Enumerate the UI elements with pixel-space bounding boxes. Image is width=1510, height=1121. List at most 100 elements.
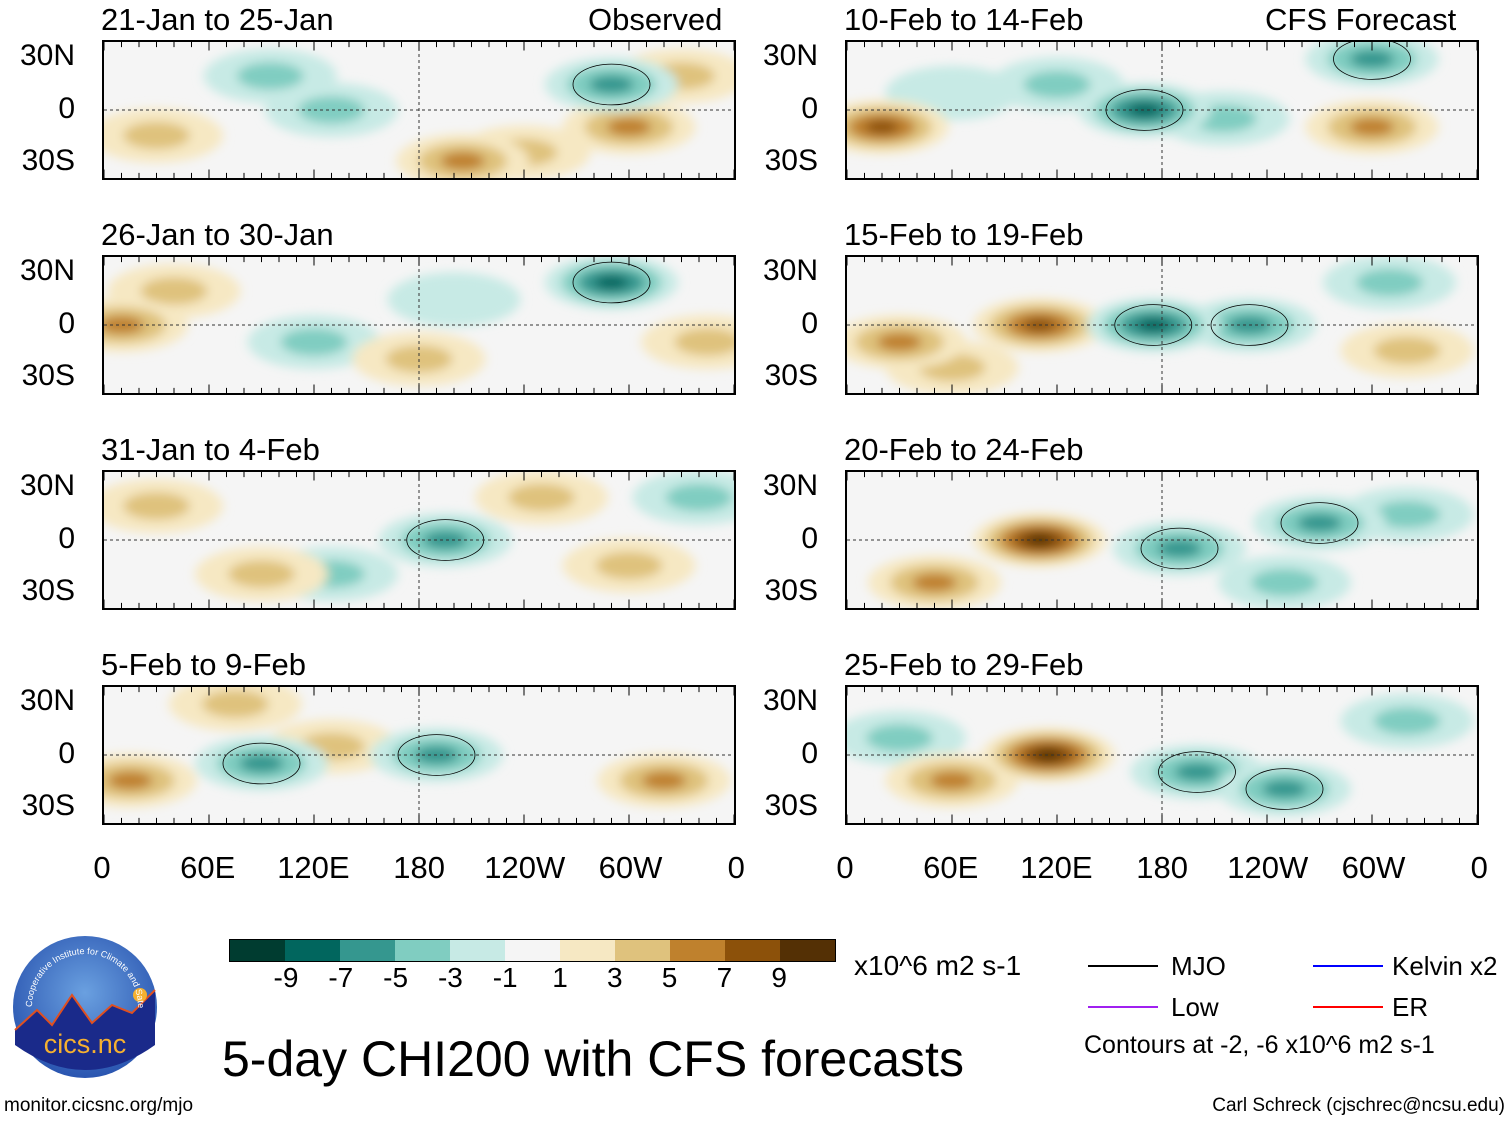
colorbar-swatch: [505, 940, 560, 961]
x-tick-label: 60E: [180, 850, 236, 885]
panel-title: 31-Jan to 4-Feb: [101, 432, 320, 467]
y-tick-label: 30S: [764, 359, 818, 392]
colorbar-label: -7: [328, 962, 354, 993]
colorbar-swatch: [340, 940, 395, 961]
x-tick-label: 120E: [1020, 850, 1093, 885]
anomaly-mark: [123, 492, 190, 520]
legend-low-line: [1088, 1006, 1158, 1008]
mjo-contour: [1281, 503, 1358, 544]
anomaly-mark: [866, 724, 933, 752]
anomaly-mark: [1251, 568, 1318, 597]
mjo-contour: [1246, 769, 1323, 810]
anomaly-mark: [508, 483, 575, 512]
anomaly-mark: [298, 96, 365, 124]
anomaly-mark: [202, 690, 269, 718]
colorbar-swatch: [230, 940, 285, 961]
anomaly-mark: [123, 121, 190, 150]
y-tick-label: 30N: [19, 254, 75, 287]
anomaly-mark: [387, 272, 521, 327]
legend-er-line: [1313, 1006, 1383, 1008]
legend-mjo-line: [1088, 965, 1158, 967]
forecast-label: CFS Forecast: [1265, 2, 1457, 37]
mjo-contour: [223, 743, 300, 784]
y-tick-label: 0: [58, 737, 75, 770]
colorbar-label: 5: [661, 962, 678, 993]
anomaly-mark: [641, 771, 687, 790]
anomaly-mark: [1349, 49, 1395, 69]
y-tick-label: 30N: [19, 684, 75, 717]
map-panel: [102, 685, 736, 825]
legend-er: ER: [1392, 992, 1429, 1022]
x-tick-label: 120W: [1227, 850, 1309, 885]
anomaly-mark: [674, 328, 734, 356]
y-tick-label: 30S: [764, 574, 818, 607]
anomaly-mark: [423, 530, 468, 550]
anomaly-mark: [929, 771, 975, 790]
legend-low: Low: [1171, 992, 1219, 1022]
y-tick-label: 30S: [764, 144, 818, 177]
colorbar-label: 1: [552, 962, 568, 993]
colorbar-label: -1: [492, 962, 518, 993]
y-tick-label: 0: [801, 522, 818, 555]
x-tick-label: 60E: [923, 850, 979, 885]
cics-logo: Cooperative Institute for Climate and Sa…: [9, 927, 158, 1079]
anomaly-mark: [1373, 336, 1441, 365]
anomaly-mark: [1157, 539, 1202, 558]
colorbar-label: 9: [771, 962, 787, 993]
observed-label: Observed: [588, 2, 723, 37]
y-tick-label: 0: [801, 307, 818, 340]
anomaly-mark: [237, 62, 304, 90]
x-tick-label: 60W: [1341, 850, 1406, 885]
y-tick-label: 30N: [762, 469, 818, 502]
anomaly-mark: [440, 151, 485, 171]
colorbar-swatch: [725, 940, 780, 961]
anomaly-mark: [1349, 117, 1395, 137]
y-tick-label: 0: [801, 92, 818, 125]
anomaly-mark: [1034, 749, 1062, 761]
colorbar-label: 7: [716, 962, 733, 993]
y-tick-label: 30N: [19, 39, 75, 72]
figure-title: 5-day CHI200 with CFS forecasts: [222, 1031, 964, 1087]
x-tick-label: 180: [1136, 850, 1188, 885]
x-tick-label: 120W: [484, 850, 566, 885]
panel-title: 25-Feb to 29-Feb: [844, 647, 1084, 682]
colorbar-swatch: [450, 940, 505, 961]
anomaly-mark: [108, 771, 153, 790]
anomaly-mark: [1356, 268, 1423, 297]
colorbar-label: -9: [273, 962, 299, 993]
colorbar-label: 3: [607, 962, 623, 993]
mjo-contour: [573, 262, 650, 303]
anomaly-mark: [1262, 779, 1307, 799]
panel-title: 10-Feb to 14-Feb: [844, 2, 1084, 37]
x-tick-label: 0: [1470, 850, 1488, 885]
y-tick-label: 30S: [764, 789, 818, 822]
footer-url[interactable]: monitor.cicsnc.org/mjo: [4, 1095, 194, 1116]
anomaly-mark: [228, 560, 295, 588]
colorbar-swatch: [560, 940, 615, 961]
mjo-contour: [1159, 752, 1236, 793]
legend-mjo: MJO: [1171, 951, 1226, 981]
anomaly-mark: [1373, 707, 1441, 735]
anomaly-mark: [239, 754, 284, 773]
y-tick-label: 0: [58, 92, 75, 125]
anomaly-mark: [1373, 500, 1441, 529]
y-tick-label: 30S: [21, 144, 75, 177]
legend-kelvin-line: [1313, 965, 1383, 967]
y-tick-label: 0: [58, 307, 75, 340]
map-panel: [845, 470, 1479, 610]
y-tick-label: 30S: [21, 789, 75, 822]
y-tick-label: 30S: [21, 574, 75, 607]
map-panel: [845, 685, 1479, 825]
y-tick-label: 0: [801, 737, 818, 770]
anomaly-mark: [280, 328, 348, 356]
x-tick-label: 0: [727, 850, 745, 885]
map-panel: [102, 40, 736, 180]
anomaly-mark: [606, 117, 652, 137]
x-tick-label: 120E: [277, 850, 350, 885]
colorbar: [229, 939, 836, 962]
anomaly-mark: [594, 275, 629, 290]
panel-title: 21-Jan to 25-Jan: [101, 2, 334, 37]
y-tick-label: 0: [58, 522, 75, 555]
map-panel: [102, 255, 736, 395]
anomaly-mark: [595, 551, 663, 580]
